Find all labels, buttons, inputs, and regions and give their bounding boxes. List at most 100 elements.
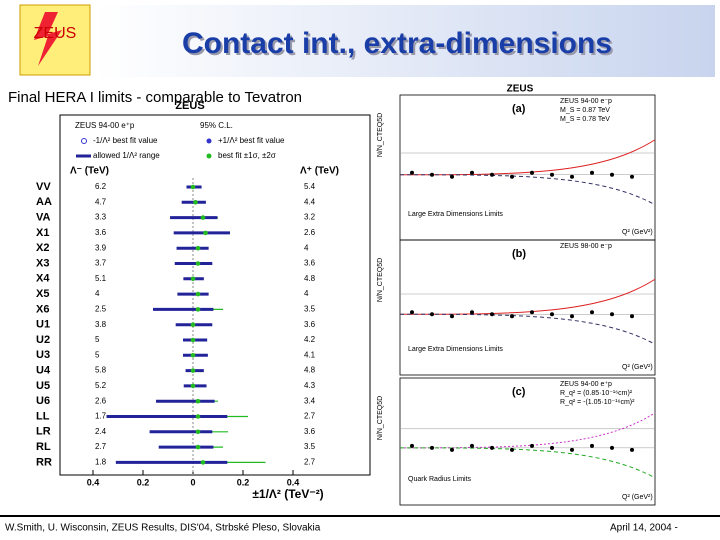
panel-legend: M_S = 0.78 TeV — [560, 116, 610, 123]
lambda-minus-label: 2.5 — [95, 305, 107, 314]
point-decoration — [430, 172, 434, 177]
title-shadow: Contact int., extra-dimensions — [184, 29, 614, 62]
best-fit — [190, 383, 196, 389]
point-decoration — [570, 314, 574, 319]
point-decoration — [510, 447, 514, 452]
lambda-minus-label: 2.6 — [95, 396, 107, 405]
category-label: AA — [36, 196, 52, 208]
best-fit — [200, 460, 206, 465]
category-label: RL — [36, 441, 51, 453]
lambda-plus-label: 4.4 — [304, 197, 316, 206]
category-label: U4 — [36, 365, 51, 377]
lambda-plus-label: 3.4 — [304, 396, 316, 405]
panel-legend: ZEUS 98-00 e⁻p — [560, 243, 612, 250]
lambda-minus-label: 2.4 — [95, 427, 107, 436]
panel-frame — [399, 239, 656, 376]
point-decoration — [590, 310, 594, 315]
x-tick-label: 0.2 — [137, 477, 150, 487]
point-decoration — [450, 447, 454, 452]
lambda-plus-label: 3.6 — [304, 259, 316, 268]
best-fit — [193, 200, 198, 205]
point-decoration — [510, 314, 514, 319]
point-decoration — [470, 443, 474, 448]
lambda-minus-label: 3.9 — [95, 243, 107, 252]
legend-text: best fit ±1σ, ±2σ — [218, 151, 276, 160]
point-decoration — [470, 170, 474, 175]
category-label: U2 — [36, 334, 50, 346]
best-fit — [195, 414, 201, 419]
lambda-plus-label: 3.2 — [304, 213, 316, 222]
category-label: X5 — [36, 288, 49, 300]
lambda-minus-label: 6.2 — [95, 182, 107, 191]
point-decoration — [610, 312, 614, 317]
lambda-minus-label: 5 — [95, 350, 100, 359]
panel-legend: R_q² = (0.85·10⁻¹⁶cm)² — [560, 390, 633, 397]
lambda-plus-label: 4.2 — [304, 335, 316, 344]
panel-caption: Quark Radius Limits — [408, 476, 472, 483]
lambda-plus-label: 2.6 — [304, 228, 316, 237]
best-fit — [195, 245, 201, 251]
point-decoration — [630, 174, 634, 179]
point-decoration — [510, 174, 514, 179]
category-label: RR — [36, 456, 52, 468]
category-label: X1 — [36, 227, 49, 239]
best-fit — [203, 230, 208, 236]
point-decoration — [550, 312, 554, 317]
lambda-plus-label: 3.6 — [304, 427, 316, 436]
lambda-minus-label: 3.7 — [95, 259, 107, 268]
panel-label: (a) — [512, 103, 526, 115]
lambda-minus-label: 5.1 — [95, 274, 107, 283]
curve — [399, 139, 656, 176]
category-label: U5 — [36, 380, 50, 392]
lambda-minus-label: 5.2 — [95, 381, 107, 390]
best-fit — [190, 368, 196, 373]
point-decoration — [470, 310, 474, 315]
legend-text: +1/Λ² best fit value — [218, 136, 285, 145]
point-decoration — [570, 174, 574, 179]
lambda-minus-label: 3.6 — [95, 228, 107, 237]
point-decoration — [490, 445, 494, 450]
lambda-plus-label: 3.6 — [304, 320, 316, 329]
lambda-plus-label: 2.7 — [304, 458, 316, 467]
best-fit — [195, 291, 201, 297]
right-header: Λ⁺ (TeV) — [300, 166, 339, 177]
legend-symbol — [206, 153, 212, 159]
lambda-minus-label: 2.7 — [95, 442, 107, 451]
legend-symbol — [81, 138, 87, 144]
lambda-plus-label: 4.8 — [304, 274, 316, 283]
lambda-plus-label: 4.3 — [304, 381, 316, 390]
panel-caption: Large Extra Dimensions Limits — [408, 211, 503, 218]
best-fit — [195, 444, 201, 450]
panel-frame — [399, 377, 656, 506]
panel-ylabel: N/N_CTEQ5D — [377, 258, 384, 302]
x-tick-label: 0 — [190, 477, 195, 487]
panel-legend: M_S = 0.87 TeV — [560, 107, 610, 114]
point-decoration — [630, 447, 634, 452]
point-decoration — [550, 172, 554, 177]
curve — [399, 174, 656, 206]
panel-legend: ZEUS 94-00 e⁺p — [560, 381, 612, 388]
best-fit — [195, 307, 201, 312]
panels-title: ZEUS — [507, 84, 534, 95]
category-label: VV — [36, 181, 51, 193]
legend-symbol — [206, 138, 212, 144]
logo-text: ZEUS — [34, 25, 77, 42]
panel-ylabel: N/N_CTEQ5D — [377, 396, 384, 440]
point-decoration — [570, 447, 574, 452]
panel-xlabel: Q² (GeV²) — [622, 229, 653, 236]
lambda-plus-label: 3.5 — [304, 442, 316, 451]
x-axis-title: ±1/Λ² (TeV⁻²) — [252, 487, 323, 501]
lambda-plus-label: 2.7 — [304, 412, 316, 421]
footer-left: W.Smith, U. Wisconsin, ZEUS Results, DIS… — [5, 523, 321, 534]
legend-text: 95% C.L. — [200, 121, 233, 130]
category-label: X4 — [36, 273, 50, 285]
footer-right: April 14, 2004 - — [610, 523, 678, 534]
point-decoration — [530, 310, 534, 315]
best-fit — [200, 215, 206, 220]
curve — [399, 313, 656, 345]
title: Contact int., extra-dimensions — [182, 27, 612, 60]
category-label: LR — [36, 426, 51, 438]
point-decoration — [410, 310, 414, 315]
lambda-minus-label: 3.3 — [95, 213, 107, 222]
